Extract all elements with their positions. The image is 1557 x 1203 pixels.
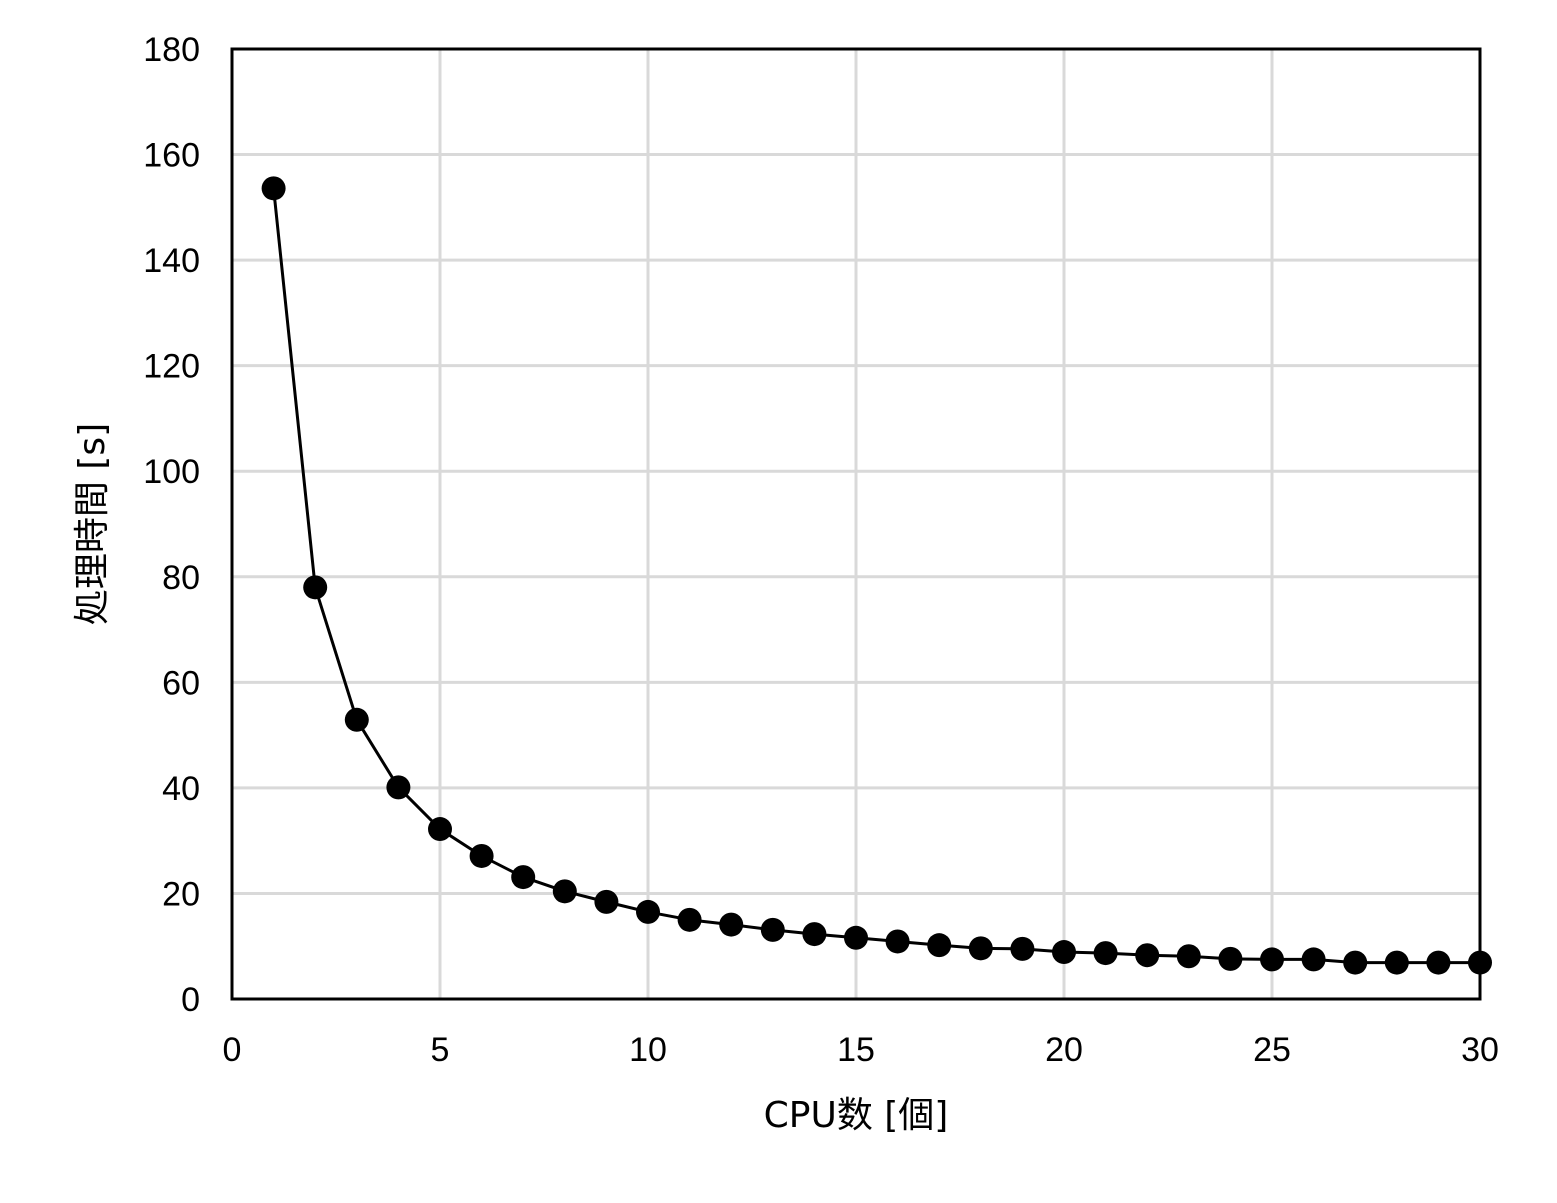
data-point bbox=[802, 922, 827, 947]
x-axis-title: CPU数 [個] bbox=[764, 1095, 949, 1136]
data-point bbox=[1052, 940, 1076, 965]
data-point bbox=[469, 843, 494, 868]
x-tick-label: 30 bbox=[1461, 1031, 1499, 1069]
data-point bbox=[1135, 943, 1160, 968]
data-point bbox=[552, 879, 577, 904]
data-point bbox=[511, 865, 536, 890]
y-tick-label: 20 bbox=[162, 875, 200, 913]
data-point bbox=[1218, 946, 1243, 971]
data-point bbox=[386, 775, 411, 800]
data-point bbox=[261, 176, 286, 201]
data-point bbox=[927, 933, 952, 958]
x-tick-label: 5 bbox=[431, 1031, 450, 1069]
data-point bbox=[1301, 947, 1326, 972]
x-tick-label: 15 bbox=[837, 1031, 875, 1069]
data-point bbox=[344, 707, 369, 732]
series bbox=[261, 176, 1492, 975]
data-point bbox=[719, 912, 744, 937]
data-point bbox=[844, 925, 868, 950]
x-tick-label: 0 bbox=[223, 1031, 242, 1069]
data-point bbox=[636, 899, 660, 924]
data-point bbox=[1426, 950, 1451, 975]
y-axis-title: 処理時間 [s] bbox=[72, 423, 113, 625]
y-tick-label: 0 bbox=[181, 981, 200, 1019]
x-tick-label: 25 bbox=[1253, 1031, 1291, 1069]
data-point bbox=[1010, 936, 1035, 961]
y-tick-label: 160 bbox=[143, 137, 200, 175]
data-point bbox=[1176, 944, 1201, 969]
y-tick-label: 140 bbox=[143, 242, 200, 280]
data-point bbox=[1260, 947, 1284, 972]
data-point bbox=[1093, 941, 1118, 966]
y-tick-label: 120 bbox=[143, 348, 200, 386]
x-tick-label: 10 bbox=[629, 1031, 667, 1069]
data-point bbox=[428, 817, 452, 842]
y-tick-label: 180 bbox=[143, 31, 200, 69]
y-tick-label: 60 bbox=[162, 664, 200, 702]
y-tick-label: 40 bbox=[162, 770, 200, 808]
data-point bbox=[760, 917, 785, 942]
data-point bbox=[885, 929, 910, 954]
x-tick-labels: 0 5 10 15 20 25 30 bbox=[223, 1031, 1499, 1069]
y-tick-labels: 0 20 40 60 80 100 120 140 160 180 bbox=[143, 31, 200, 1019]
data-point bbox=[594, 889, 619, 914]
data-point bbox=[1468, 950, 1492, 975]
data-point bbox=[1343, 950, 1368, 975]
plot-area-frame bbox=[230, 47, 1482, 1001]
x-tick-label: 20 bbox=[1045, 1031, 1083, 1069]
grid bbox=[232, 49, 1480, 999]
y-tick-label: 80 bbox=[162, 559, 200, 597]
y-tick-label: 100 bbox=[143, 453, 200, 491]
data-point bbox=[1384, 950, 1409, 975]
data-point bbox=[968, 936, 993, 961]
data-point bbox=[677, 907, 702, 932]
data-point bbox=[303, 575, 328, 600]
